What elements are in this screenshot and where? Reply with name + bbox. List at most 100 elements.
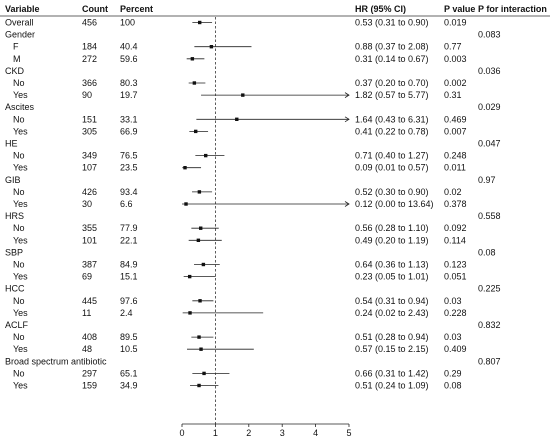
hr-ci-cell: 0.49 (0.20 to 1.19)	[355, 235, 429, 245]
row-label: Yes	[13, 381, 28, 391]
group-row: HE 0.047	[5, 139, 501, 149]
hr-point	[201, 262, 206, 267]
hr-ci-cell: 0.51 (0.24 to 1.09)	[355, 381, 429, 391]
hr-ci-cell: 1.82 (0.57 to 5.77)	[355, 90, 429, 100]
hr-ci-cell: 0.54 (0.31 to 0.94)	[355, 296, 429, 306]
hr-ci-cell: 0.09 (0.01 to 0.57)	[355, 163, 429, 173]
hr-point	[197, 190, 202, 194]
percent-cell: 15.1	[120, 272, 138, 282]
row-label: Overall	[5, 18, 34, 28]
group-row: Ascites 0.029	[5, 102, 501, 112]
group-label: HRS	[5, 211, 24, 221]
group-label: ACLF	[5, 320, 29, 330]
group-label: SBP	[5, 247, 23, 257]
count-cell: 456	[82, 18, 97, 28]
row-label: No	[13, 223, 25, 233]
data-row: Yes 48 10.5 0.57 (0.15 to 2.15) 0.409	[13, 344, 467, 354]
percent-cell: 33.1	[120, 114, 138, 124]
hr-ci-cell: 0.23 (0.05 to 1.01)	[355, 272, 429, 282]
hr-point	[190, 57, 195, 61]
column-headers: Variable Count Percent HR (95% CI) P val…	[5, 4, 547, 14]
p-interaction-cell: 0.832	[478, 320, 501, 330]
data-row: Yes 159 34.9 0.51 (0.24 to 1.09) 0.08	[13, 381, 462, 391]
p-value-cell: 0.409	[444, 344, 467, 354]
hr-point	[199, 226, 203, 230]
hr-point	[235, 117, 239, 121]
count-cell: 349	[82, 151, 97, 161]
group-row: SBP 0.08	[5, 247, 496, 257]
p-value-cell: 0.378	[444, 199, 467, 209]
p-value-cell: 0.002	[444, 78, 467, 88]
ci-arrow	[344, 201, 350, 207]
p-value-cell: 0.007	[444, 126, 467, 136]
group-label: Broad spectrum antibiotic	[5, 356, 107, 366]
p-interaction-cell: 0.029	[478, 102, 501, 112]
data-row: No 426 93.4 0.52 (0.30 to 0.90) 0.02	[13, 187, 462, 197]
data-row: No 349 76.5 0.71 (0.40 to 1.27) 0.248	[13, 151, 467, 161]
row-label: Yes	[13, 308, 28, 318]
group-label: GIB	[5, 175, 21, 185]
p-value-cell: 0.31	[444, 90, 462, 100]
hr-ci-cell: 0.51 (0.28 to 0.94)	[355, 332, 429, 342]
data-row: Yes 305 66.9 0.41 (0.22 to 0.78) 0.007	[13, 126, 467, 136]
data-row: No 355 77.9 0.56 (0.28 to 1.10) 0.092	[13, 223, 467, 233]
row-label: No	[13, 78, 25, 88]
x-tick-label: 1	[213, 428, 218, 438]
data-row: No 151 33.1 1.64 (0.43 to 6.31) 0.469	[13, 114, 467, 124]
count-cell: 101	[82, 235, 97, 245]
p-interaction-cell: 0.97	[478, 175, 496, 185]
count-cell: 151	[82, 114, 97, 124]
row-label: Yes	[13, 235, 28, 245]
group-label: HE	[5, 139, 18, 149]
p-value-cell: 0.228	[444, 308, 467, 318]
data-row: No 445 97.6 0.54 (0.31 to 0.94) 0.03	[13, 296, 462, 306]
row-label: Yes	[13, 90, 28, 100]
count-cell: 387	[82, 260, 97, 270]
hr-ci-cell: 0.37 (0.20 to 0.70)	[355, 78, 429, 88]
data-row: Yes 90 19.7 1.82 (0.57 to 5.77) 0.31	[13, 90, 462, 100]
count-cell: 305	[82, 126, 97, 136]
p-value-cell: 0.114	[444, 235, 466, 245]
p-value-cell: 0.29	[444, 368, 462, 378]
count-cell: 445	[82, 296, 97, 306]
count-cell: 159	[82, 381, 97, 391]
p-value-cell: 0.011	[444, 163, 466, 173]
row-label: Yes	[13, 126, 28, 136]
percent-cell: 23.5	[120, 163, 138, 173]
row-label: Yes	[13, 163, 28, 173]
hr-ci-cell: 0.31 (0.14 to 0.67)	[355, 54, 429, 64]
group-row: HCC 0.225	[5, 284, 501, 294]
data-row: Yes 11 2.4 0.24 (0.02 to 2.43) 0.228	[13, 308, 467, 318]
p-value-cell: 0.02	[444, 187, 462, 197]
group-label: Gender	[5, 30, 35, 40]
row-label: No	[13, 187, 25, 197]
percent-cell: 100	[120, 18, 135, 28]
ci-arrow	[344, 116, 350, 123]
count-cell: 48	[82, 344, 92, 354]
hr-point	[199, 347, 203, 351]
row-label: F	[13, 42, 19, 52]
group-label: Ascites	[5, 102, 35, 112]
group-row: ACLF 0.832	[5, 320, 501, 330]
hr-point	[183, 166, 187, 170]
header-variable: Variable	[5, 4, 40, 14]
group-row: HRS 0.558	[5, 211, 501, 221]
hr-ci-cell: 0.52 (0.30 to 0.90)	[355, 187, 429, 197]
data-row: Yes 101 22.1 0.49 (0.20 to 1.19) 0.114	[13, 235, 466, 245]
row-label: Yes	[13, 199, 28, 209]
count-cell: 355	[82, 223, 97, 233]
hr-point	[202, 371, 206, 376]
percent-cell: 97.6	[120, 296, 138, 306]
percent-cell: 6.6	[120, 199, 133, 209]
percent-cell: 65.1	[120, 368, 138, 378]
x-tick-label: 2	[246, 428, 251, 438]
data-row: Yes 69 15.1 0.23 (0.05 to 1.01) 0.051	[13, 272, 467, 282]
p-value-cell: 0.469	[444, 114, 467, 124]
row-label: No	[13, 151, 25, 161]
count-cell: 426	[82, 187, 97, 197]
header-p-interaction: P for interaction	[478, 4, 547, 14]
header-hr: HR (95% CI)	[355, 4, 406, 14]
count-cell: 297	[82, 368, 97, 378]
p-value-cell: 0.77	[444, 42, 462, 52]
hr-ci-cell: 0.24 (0.02 to 2.43)	[355, 308, 429, 318]
